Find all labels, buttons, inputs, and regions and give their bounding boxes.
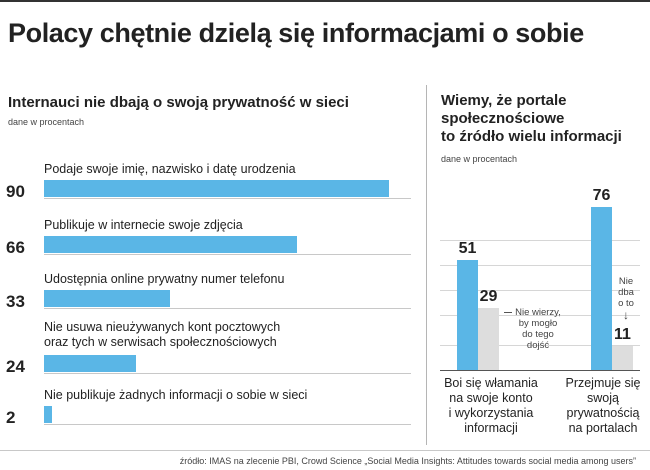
- bar: [44, 180, 389, 197]
- annotation-line: Nie wierzy,: [515, 307, 561, 318]
- bar: [457, 260, 478, 370]
- bar-value: 11: [614, 326, 631, 344]
- bar-label-line: Podaje swoje imię, nazwisko i datę urodz…: [44, 162, 296, 176]
- bar: [44, 406, 52, 423]
- annotation-line: o to: [618, 298, 634, 309]
- right-chart-title-line-1: Wiemy, że portale: [441, 92, 567, 109]
- category-label-line: Boi się włamania: [444, 376, 538, 390]
- left-chart-unit: dane w procentach: [8, 117, 85, 127]
- bar: [612, 346, 633, 370]
- bar: [44, 290, 171, 307]
- right-baseline: [440, 370, 640, 371]
- right-gridline: [440, 290, 640, 291]
- top-rule: [0, 0, 650, 2]
- right-chart-title: Wiemy, że portale społecznościowe to źró…: [441, 92, 622, 146]
- source-note: źródło: IMAS na zlecenie PBI, Crowd Scie…: [179, 456, 636, 466]
- bar-value: 2: [6, 408, 16, 427]
- category-label-line: na swoje konto: [449, 391, 533, 405]
- annotation-line: do tego: [522, 329, 554, 340]
- annotation-line: by mogło: [518, 318, 558, 329]
- bar-value: 51: [458, 240, 477, 258]
- bar-label-line: Publikuje w internecie swoje zdjęcia: [44, 218, 243, 232]
- bar-value: 66: [6, 238, 25, 257]
- page-title: Polacy chętnie dzielą się informacjami o…: [8, 18, 584, 48]
- bar: [591, 206, 612, 370]
- gridline: [44, 373, 411, 374]
- right-gridline: [440, 265, 640, 266]
- right-chart-title-line-2: społecznościowe: [441, 110, 565, 127]
- bar-value: 24: [6, 357, 25, 376]
- category-label-line: i wykorzystania: [448, 406, 534, 420]
- bar-label: Nie publikuje żadnych informacji o sobie…: [44, 388, 307, 403]
- right-gridline: [440, 345, 640, 346]
- gridline: [44, 424, 411, 425]
- annotation-line: Nie: [618, 276, 634, 287]
- bar-value: 29: [479, 287, 498, 305]
- category-label-line: prywatnością: [566, 406, 640, 420]
- bar: [44, 236, 297, 253]
- category-label-line: swoją: [587, 391, 619, 405]
- bar-value: 33: [6, 292, 25, 311]
- category-label-line: na portalach: [568, 421, 638, 435]
- bar-label-line: oraz tych w serwisach społecznościowych: [44, 335, 277, 349]
- bar-label-line: Nie usuwa nieużywanych kont pocztowych: [44, 320, 281, 334]
- annotation-line: dba: [618, 287, 634, 298]
- right-chart-title-line-3: to źródło wielu informacji: [441, 128, 622, 145]
- right-gridline: [440, 240, 640, 241]
- bar: [478, 307, 499, 370]
- category-label-line: informacji: [464, 421, 518, 435]
- bar-label: Publikuje w internecie swoje zdjęcia: [44, 218, 243, 233]
- left-chart-title: Internauci nie dbają o swoją prywatność …: [8, 94, 349, 111]
- bar-label-line: Udostępnia online prywatny numer telefon…: [44, 272, 285, 286]
- bar-value: 76: [592, 186, 611, 204]
- annotation-line: dojść: [526, 340, 550, 351]
- arrow-down-icon: ↓: [623, 308, 629, 322]
- category-label-line: Przejmuje się: [565, 376, 641, 390]
- chart-separator: [426, 85, 427, 445]
- right-chart-unit: dane w procentach: [441, 154, 518, 164]
- bar-label-line: Nie publikuje żadnych informacji o sobie…: [44, 388, 308, 402]
- bar-label: Podaje swoje imię, nazwisko i datę urodz…: [44, 162, 296, 177]
- gridline: [44, 198, 411, 199]
- category-label-privacy: Przejmuje się swoją prywatnością na port…: [556, 376, 650, 436]
- bar-label: Udostępnia online prywatny numer telefon…: [44, 272, 284, 287]
- gridline: [44, 254, 411, 255]
- gridline: [44, 308, 411, 309]
- right-gridline: [440, 315, 640, 316]
- bar-label: Nie usuwa nieużywanych kont pocztowych or…: [44, 320, 280, 350]
- annotation-not-care: Nie dba o to ↓: [613, 276, 639, 321]
- annotation-not-believe: Nie wierzy, by mogło do tego dojść: [510, 307, 566, 351]
- bar: [44, 355, 136, 372]
- category-label-hack: Boi się włamania na swoje konto i wykorz…: [436, 376, 546, 436]
- bar-value: 90: [6, 182, 25, 201]
- footer-rule: [0, 450, 650, 451]
- annotation-leader-line: [504, 312, 512, 313]
